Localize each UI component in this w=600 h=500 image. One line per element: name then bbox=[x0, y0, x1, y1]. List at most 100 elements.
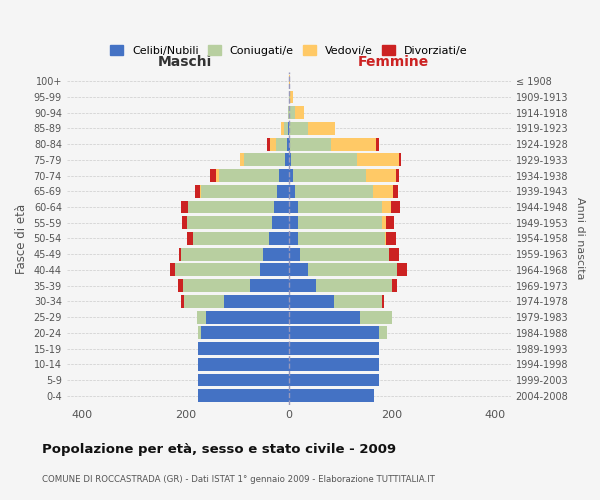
Bar bbox=[181, 200, 188, 213]
Bar bbox=[386, 232, 395, 245]
Bar bbox=[195, 185, 200, 198]
Bar bbox=[308, 264, 397, 276]
Bar bbox=[298, 200, 382, 213]
Y-axis label: Fasce di età: Fasce di età bbox=[15, 204, 28, 274]
Bar bbox=[391, 200, 400, 213]
Bar bbox=[179, 248, 181, 260]
Bar bbox=[290, 90, 293, 104]
Bar bbox=[382, 200, 391, 213]
Bar bbox=[289, 75, 290, 88]
Bar bbox=[288, 106, 289, 119]
Bar bbox=[181, 248, 263, 260]
Bar bbox=[178, 279, 183, 292]
Bar bbox=[276, 138, 287, 150]
Bar bbox=[289, 138, 290, 150]
Bar bbox=[199, 358, 289, 370]
Bar bbox=[316, 279, 392, 292]
Bar bbox=[269, 232, 289, 245]
Bar bbox=[289, 200, 298, 213]
Bar bbox=[181, 295, 184, 308]
Bar bbox=[289, 232, 298, 245]
Bar bbox=[277, 185, 289, 198]
Bar bbox=[298, 216, 382, 229]
Bar bbox=[182, 216, 187, 229]
Bar bbox=[244, 154, 284, 166]
Bar bbox=[224, 295, 289, 308]
Bar bbox=[289, 248, 300, 260]
Legend: Celibi/Nubili, Coniugati/e, Vedovi/e, Divorziati/e: Celibi/Nubili, Coniugati/e, Vedovi/e, Di… bbox=[106, 40, 472, 60]
Bar bbox=[210, 169, 216, 182]
Bar bbox=[331, 138, 376, 150]
Bar bbox=[289, 154, 292, 166]
Bar bbox=[393, 185, 398, 198]
Text: COMUNE DI ROCCASTRADA (GR) - Dati ISTAT 1° gennaio 2009 - Elaborazione TUTTITALI: COMUNE DI ROCCASTRADA (GR) - Dati ISTAT … bbox=[42, 476, 435, 484]
Bar bbox=[293, 169, 366, 182]
Bar bbox=[187, 216, 272, 229]
Bar bbox=[386, 216, 394, 229]
Bar bbox=[366, 169, 396, 182]
Text: Popolazione per età, sesso e stato civile - 2009: Popolazione per età, sesso e stato civil… bbox=[42, 442, 396, 456]
Bar bbox=[216, 169, 218, 182]
Bar bbox=[281, 122, 284, 135]
Bar bbox=[289, 169, 293, 182]
Bar bbox=[240, 154, 244, 166]
Bar bbox=[360, 310, 392, 324]
Bar bbox=[263, 248, 289, 260]
Bar bbox=[289, 216, 298, 229]
Bar bbox=[199, 326, 201, 340]
Bar bbox=[184, 295, 224, 308]
Bar bbox=[218, 169, 280, 182]
Bar bbox=[289, 358, 379, 370]
Bar bbox=[170, 264, 175, 276]
Bar bbox=[289, 122, 308, 135]
Bar bbox=[289, 264, 308, 276]
Bar bbox=[289, 185, 295, 198]
Bar bbox=[201, 326, 289, 340]
Bar bbox=[290, 138, 331, 150]
Bar bbox=[385, 232, 386, 245]
Bar bbox=[280, 169, 289, 182]
Bar bbox=[250, 279, 289, 292]
Bar bbox=[284, 122, 288, 135]
Bar bbox=[289, 90, 290, 104]
Bar bbox=[292, 154, 358, 166]
Bar bbox=[397, 264, 407, 276]
Bar bbox=[289, 390, 374, 402]
Bar bbox=[392, 279, 397, 292]
Bar bbox=[289, 342, 379, 355]
Bar bbox=[289, 279, 316, 292]
Bar bbox=[289, 374, 379, 386]
Bar bbox=[183, 279, 250, 292]
Bar bbox=[199, 342, 289, 355]
Bar bbox=[197, 310, 206, 324]
Bar bbox=[399, 154, 401, 166]
Bar bbox=[334, 295, 382, 308]
Bar bbox=[193, 232, 269, 245]
Bar bbox=[298, 232, 385, 245]
Bar bbox=[200, 185, 201, 198]
Bar bbox=[269, 138, 276, 150]
Bar bbox=[274, 200, 289, 213]
Bar bbox=[389, 248, 399, 260]
Bar bbox=[295, 106, 304, 119]
Bar bbox=[289, 326, 379, 340]
Y-axis label: Anni di nascita: Anni di nascita bbox=[575, 197, 585, 280]
Bar bbox=[379, 326, 387, 340]
Bar bbox=[358, 154, 399, 166]
Bar bbox=[373, 185, 393, 198]
Text: Femmine: Femmine bbox=[358, 54, 429, 68]
Bar bbox=[289, 106, 295, 119]
Bar bbox=[267, 138, 269, 150]
Bar bbox=[272, 216, 289, 229]
Bar bbox=[287, 138, 289, 150]
Bar bbox=[300, 248, 389, 260]
Bar bbox=[376, 138, 379, 150]
Bar bbox=[289, 295, 334, 308]
Bar bbox=[295, 185, 373, 198]
Text: Maschi: Maschi bbox=[157, 54, 212, 68]
Bar bbox=[188, 200, 274, 213]
Bar bbox=[396, 169, 399, 182]
Bar bbox=[260, 264, 289, 276]
Bar bbox=[201, 185, 277, 198]
Bar bbox=[382, 295, 384, 308]
